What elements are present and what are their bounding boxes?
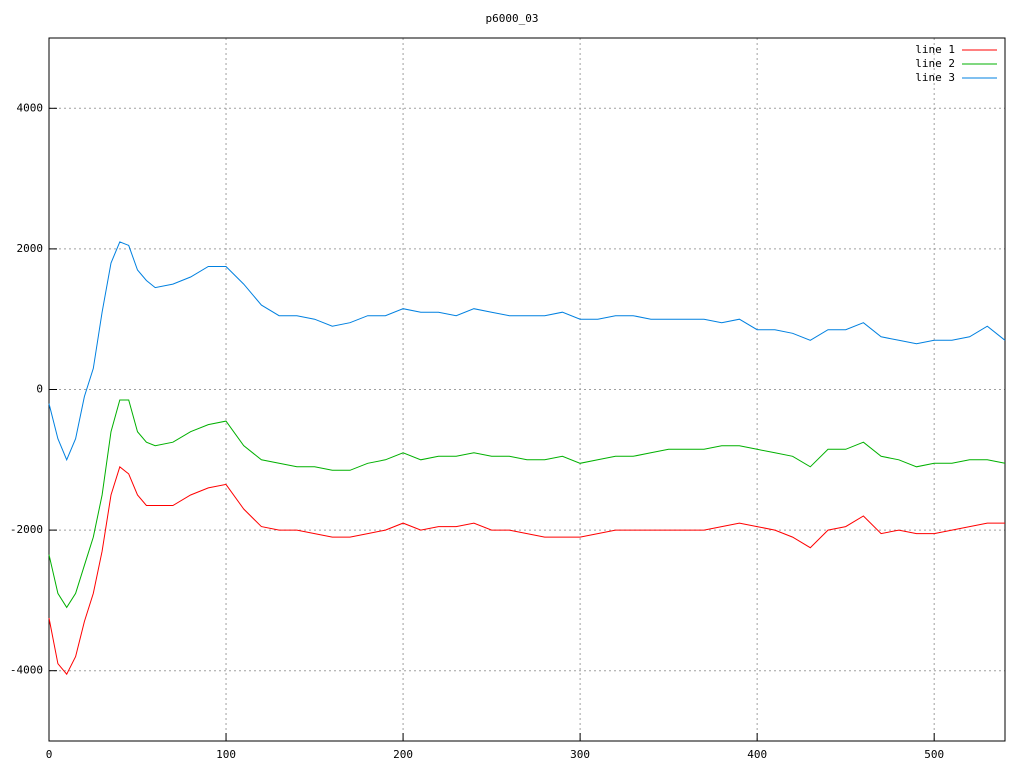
y-tick-label: 4000 bbox=[17, 101, 44, 114]
legend-label: line 2 bbox=[915, 57, 955, 70]
data-line bbox=[48, 241, 1006, 462]
x-tick-label: 400 bbox=[747, 748, 767, 761]
data-line bbox=[48, 399, 1006, 609]
x-tick-label: 200 bbox=[393, 748, 413, 761]
y-tick-label: -2000 bbox=[10, 523, 43, 536]
x-tick-label: 300 bbox=[570, 748, 590, 761]
y-tick-label: -4000 bbox=[10, 664, 43, 677]
legend-label: line 1 bbox=[915, 43, 955, 56]
x-tick-label: 0 bbox=[46, 748, 53, 761]
legend-label: line 3 bbox=[915, 71, 955, 84]
chart-title: p6000_03 bbox=[486, 12, 539, 25]
x-tick-label: 100 bbox=[216, 748, 236, 761]
plot-frame bbox=[48, 37, 1006, 742]
y-tick-label: 0 bbox=[36, 383, 43, 396]
y-tick-label: 2000 bbox=[17, 242, 44, 255]
data-line bbox=[48, 465, 1005, 676]
x-tick-label: 500 bbox=[924, 748, 944, 761]
